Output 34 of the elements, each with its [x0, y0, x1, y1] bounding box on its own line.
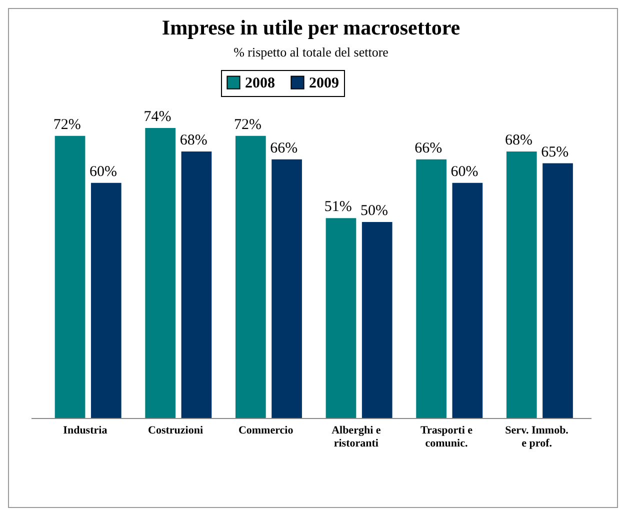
x-tick-label: Commercio [238, 424, 294, 436]
data-label: 51% [324, 199, 352, 216]
x-tick-label: Serv. Immob. e prof. [505, 424, 569, 450]
bar [416, 159, 446, 418]
data-label: 72% [53, 116, 81, 133]
bar [326, 218, 356, 418]
data-label: 65% [541, 144, 569, 160]
data-label: 74% [144, 109, 172, 125]
data-label: 60% [90, 164, 118, 180]
data-label: 50% [360, 203, 388, 220]
bar [542, 163, 573, 418]
bar [235, 136, 266, 418]
bar [272, 159, 302, 418]
bar [452, 182, 483, 418]
x-tick-label: Industria [63, 424, 108, 436]
data-label: 60% [450, 164, 478, 180]
chart-subtitle: % rispetto al totale del settore [234, 44, 389, 60]
legend-label: 2009 [309, 76, 339, 92]
bar [90, 182, 122, 418]
chart-title: Imprese in utile per macrosettore [162, 16, 460, 40]
x-tick-label: Trasporti e comunic. [420, 424, 473, 450]
x-tick-label: Costruzioni [148, 424, 204, 436]
data-label: 66% [414, 140, 442, 156]
data-label: 72% [234, 116, 262, 133]
bar [362, 222, 392, 418]
x-tick-label: Alberghi e ristoranti [332, 424, 381, 450]
bar [506, 152, 537, 418]
data-label: 68% [180, 132, 208, 149]
data-label: 66% [270, 140, 298, 156]
bar [54, 136, 86, 418]
legend-label: 2008 [245, 76, 275, 92]
bar [181, 152, 212, 418]
data-label: 68% [504, 132, 532, 149]
bar [145, 128, 176, 418]
